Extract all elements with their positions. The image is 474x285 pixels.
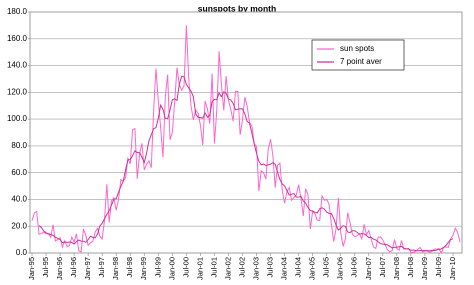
y-tick-label: 80.0 — [11, 141, 27, 150]
x-tick-label: Jan-98 — [111, 257, 120, 280]
y-tick-label: 100.0 — [7, 114, 28, 123]
x-tick-label: Jul-98 — [125, 257, 134, 277]
x-tick-label: Jul-06 — [350, 257, 359, 277]
x-tick-label: Jan-10 — [448, 257, 457, 280]
x-tick-label: Jul-09 — [434, 257, 443, 277]
y-tick-label: 60.0 — [11, 168, 27, 177]
x-tick-label: Jul-01 — [209, 257, 218, 277]
x-tick-label: Jul-05 — [322, 257, 331, 277]
y-tick-label: 160.0 — [7, 34, 28, 43]
x-tick-label: Jan-09 — [420, 257, 429, 280]
x-tick-label: Jan-95 — [27, 257, 36, 280]
x-tick-label: Jan-01 — [195, 257, 204, 280]
legend-label: 7 point aver — [340, 57, 382, 66]
x-tick-label: Jul-08 — [406, 257, 415, 277]
x-tick-label: Jul-99 — [153, 257, 162, 277]
legend-box — [311, 39, 405, 71]
x-tick-label: Jul-02 — [237, 257, 246, 277]
x-tick-label: Jan-07 — [364, 257, 373, 280]
x-tick-label: Jul-07 — [378, 257, 387, 277]
x-tick-label: Jul-96 — [69, 257, 78, 277]
x-tick-label: Jul-04 — [294, 257, 303, 277]
x-tick-label: Jan-03 — [252, 257, 261, 280]
x-tick-label: Jan-00 — [167, 257, 176, 280]
x-tick-label: Jan-02 — [223, 257, 232, 280]
series-line — [38, 75, 454, 252]
y-tick-label: 180.0 — [7, 7, 28, 16]
x-tick-label: Jul-97 — [97, 257, 106, 277]
x-tick-label: Jan-99 — [139, 257, 148, 280]
x-tick-label: Jan-05 — [308, 257, 317, 280]
chart-title: sunspots by month — [198, 3, 276, 13]
x-tick-label: Jan-04 — [280, 257, 289, 280]
y-tick-label: 120.0 — [7, 87, 28, 96]
y-tick-label: 140.0 — [7, 61, 28, 70]
legend-label: sun spots — [340, 44, 374, 53]
x-tick-label: Jan-96 — [55, 257, 64, 280]
x-tick-label: Jan-06 — [336, 257, 345, 280]
y-tick-label: 20.0 — [11, 221, 27, 230]
y-tick-label: 40.0 — [11, 195, 27, 204]
x-tick-label: Jul-03 — [266, 257, 275, 277]
x-tick-label: Jul-95 — [41, 257, 50, 277]
x-tick-label: Jan-08 — [392, 257, 401, 280]
x-tick-label: Jan-97 — [83, 257, 92, 280]
y-tick-label: 0.0 — [16, 248, 28, 257]
x-tick-label: Jul-00 — [181, 257, 190, 277]
series-line — [31, 25, 461, 255]
